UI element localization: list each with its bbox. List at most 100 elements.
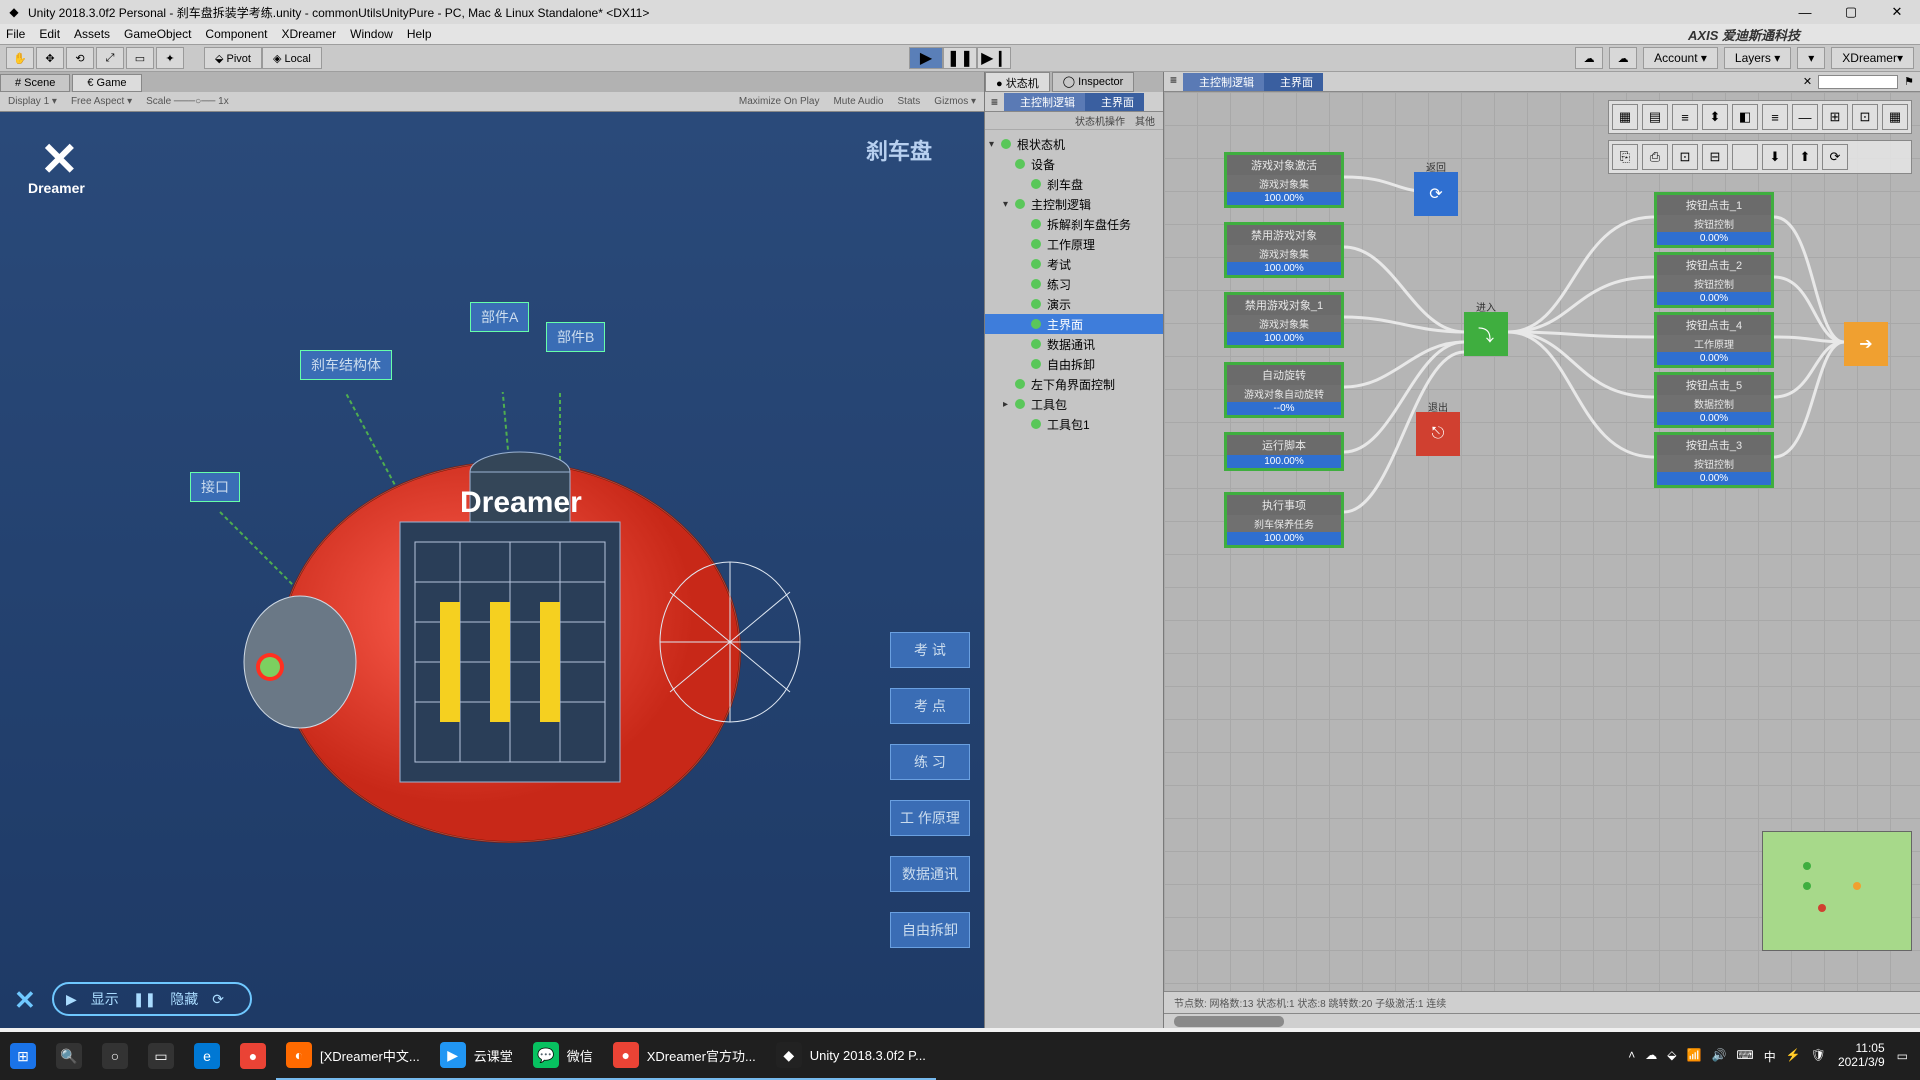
graph-flag-icon[interactable]: ⚑ (1904, 75, 1914, 88)
pause-button[interactable]: ❚❚ (943, 47, 977, 69)
tray-icon-3[interactable]: 📶 (1687, 1048, 1702, 1065)
aspect-dropdown[interactable]: Free Aspect ▾ (71, 96, 132, 107)
menu-help[interactable]: Help (407, 27, 432, 41)
tray-icon-8[interactable]: 🛡 (1811, 1048, 1826, 1065)
graph-tb2-7[interactable]: ⟳ (1822, 144, 1848, 170)
graph-node-9[interactable]: 按钮点击_5数据控制0.00% (1654, 372, 1774, 428)
graph-tb1-6[interactable]: — (1792, 104, 1818, 130)
side-btn-4[interactable]: 数据通讯 (890, 856, 970, 892)
account-button[interactable]: Account ▾ (1643, 47, 1718, 69)
graph-hscroll[interactable] (1164, 1013, 1920, 1028)
menu-assets[interactable]: Assets (74, 27, 110, 41)
taskbar-app-6[interactable]: ◐[XDreamer中文... (276, 1032, 430, 1080)
graph-node-1[interactable]: 禁用游戏对象游戏对象集100.00% (1224, 222, 1344, 278)
tree-item-11[interactable]: 自由拆卸 (985, 354, 1163, 374)
minimize-button[interactable]: — (1782, 0, 1828, 24)
graph-crumb-1[interactable]: 主控制逻辑 (1183, 73, 1264, 91)
taskbar-app-2[interactable]: ○ (92, 1032, 138, 1080)
graph-tb1-3[interactable]: ⬍ (1702, 104, 1728, 130)
sub-2[interactable]: 其他 (1135, 113, 1155, 128)
graph-list-icon[interactable]: ≡ (1164, 73, 1183, 91)
list-icon[interactable]: ≡ (985, 95, 1004, 109)
tree-item-8[interactable]: 演示 (985, 294, 1163, 314)
graph-tb1-2[interactable]: ≡ (1672, 104, 1698, 130)
menu-window[interactable]: Window (350, 27, 393, 41)
graph-tb1-1[interactable]: ▤ (1642, 104, 1668, 130)
callout-3[interactable]: 刹车结构体 (300, 350, 392, 380)
graph-tb1-7[interactable]: ⊞ (1822, 104, 1848, 130)
tree-item-5[interactable]: 工作原理 (985, 234, 1163, 254)
graph-smallnode-0[interactable]: 进入⤵ (1464, 312, 1508, 356)
taskbar-app-4[interactable]: e (184, 1032, 230, 1080)
graph-tb2-4[interactable] (1732, 144, 1758, 170)
hand-tool[interactable]: ✋ (6, 47, 34, 69)
hierarchy-tree[interactable]: ▾根状态机设备刹车盘▾主控制逻辑拆解刹车盘任务工作原理考试练习演示主界面数据通讯… (985, 130, 1163, 1028)
callout-1[interactable]: 部件A (470, 302, 529, 332)
menu-gameobject[interactable]: GameObject (124, 27, 191, 41)
display-dropdown[interactable]: Display 1 ▾ (8, 96, 57, 107)
side-btn-1[interactable]: 考 点 (890, 688, 970, 724)
graph-close-icon[interactable]: ✕ (1803, 75, 1812, 88)
graph-smallnode-3[interactable]: ➔ (1844, 322, 1888, 366)
graph-tb2-6[interactable]: ⬆ (1792, 144, 1818, 170)
graph-node-3[interactable]: 自动旋转游戏对象自动旋转--0% (1224, 362, 1344, 418)
layers-button[interactable]: Layers ▾ (1724, 47, 1791, 69)
graph-node-6[interactable]: 按钮点击_1按钮控制0.00% (1654, 192, 1774, 248)
taskbar-app-9[interactable]: ●XDreamer官方功... (603, 1032, 766, 1080)
collab-button[interactable]: ☁ (1575, 47, 1603, 69)
side-btn-3[interactable]: 工 作原理 (890, 800, 970, 836)
rotate-tool[interactable]: ⟲ (66, 47, 94, 69)
stats-toggle[interactable]: Stats (898, 96, 921, 107)
graph-tb1-5[interactable]: ≡ (1762, 104, 1788, 130)
tree-item-4[interactable]: 拆解刹车盘任务 (985, 214, 1163, 234)
layout-button[interactable]: ▾ (1797, 47, 1825, 69)
close-button[interactable]: ✕ (1874, 0, 1920, 24)
tab-statemachine[interactable]: ● 状态机 (985, 72, 1050, 92)
mute-toggle[interactable]: Mute Audio (833, 96, 883, 107)
xdreamer-button[interactable]: XDreamer▾ (1831, 47, 1914, 69)
graph-tb1-0[interactable]: ▦ (1612, 104, 1638, 130)
callout-2[interactable]: 部件B (546, 322, 605, 352)
tree-item-10[interactable]: 数据通讯 (985, 334, 1163, 354)
taskbar-app-5[interactable]: ● (230, 1032, 276, 1080)
tray-icon-7[interactable]: ⚡ (1786, 1048, 1801, 1065)
tray-icon-5[interactable]: ⌨ (1736, 1048, 1753, 1065)
sub-1[interactable]: 状态机操作 (1075, 113, 1125, 128)
graph-node-7[interactable]: 按钮点击_2按钮控制0.00% (1654, 252, 1774, 308)
tab-game[interactable]: € Game (72, 74, 141, 92)
tray-icon-6[interactable]: 中 (1764, 1048, 1776, 1065)
play-button[interactable]: ▶ (909, 47, 943, 69)
graph-canvas[interactable]: ▦▤≡⬍◧≡—⊞⊡▦ ⎘⎙⊡⊟ ⬇⬆⟳ 游戏对象激活游戏对象集100.00%禁用… (1164, 92, 1920, 991)
menu-xdreamer[interactable]: XDreamer (281, 27, 336, 41)
maximize-toggle[interactable]: Maximize On Play (739, 96, 820, 107)
tree-item-12[interactable]: 左下角界面控制 (985, 374, 1163, 394)
side-btn-0[interactable]: 考 试 (890, 632, 970, 668)
graph-tb2-3[interactable]: ⊟ (1702, 144, 1728, 170)
graph-tb2-1[interactable]: ⎙ (1642, 144, 1668, 170)
tray-icon-4[interactable]: 🔊 (1711, 1048, 1726, 1065)
tree-item-3[interactable]: ▾主控制逻辑 (985, 194, 1163, 214)
graph-node-0[interactable]: 游戏对象激活游戏对象集100.00% (1224, 152, 1344, 208)
rect-tool[interactable]: ▭ (126, 47, 154, 69)
graph-smallnode-2[interactable]: 退出⎋ (1416, 412, 1460, 456)
graph-smallnode-1[interactable]: 返回⟳ (1414, 172, 1458, 216)
tray-icon-2[interactable]: ⬙ (1667, 1048, 1676, 1065)
move-tool[interactable]: ✥ (36, 47, 64, 69)
side-btn-5[interactable]: 自由拆卸 (890, 912, 970, 948)
graph-tb1-8[interactable]: ⊡ (1852, 104, 1878, 130)
graph-node-10[interactable]: 按钮点击_3按钮控制0.00% (1654, 432, 1774, 488)
tree-item-1[interactable]: 设备 (985, 154, 1163, 174)
maximize-button[interactable]: ▢ (1828, 0, 1874, 24)
menu-edit[interactable]: Edit (39, 27, 60, 41)
taskbar-app-1[interactable]: 🔍 (46, 1032, 92, 1080)
menu-file[interactable]: File (6, 27, 25, 41)
graph-search-input[interactable] (1818, 75, 1898, 89)
graph-node-5[interactable]: 执行事项刹车保养任务100.00% (1224, 492, 1344, 548)
tree-item-0[interactable]: ▾根状态机 (985, 134, 1163, 154)
scale-slider[interactable]: Scale ───○── 1x (146, 96, 229, 107)
services-button[interactable]: ☁ (1609, 47, 1637, 69)
tree-item-6[interactable]: 考试 (985, 254, 1163, 274)
local-toggle[interactable]: ◈ Local (262, 47, 322, 69)
graph-crumb-2[interactable]: 主界面 (1264, 73, 1323, 91)
graph-minimap[interactable] (1762, 831, 1912, 951)
